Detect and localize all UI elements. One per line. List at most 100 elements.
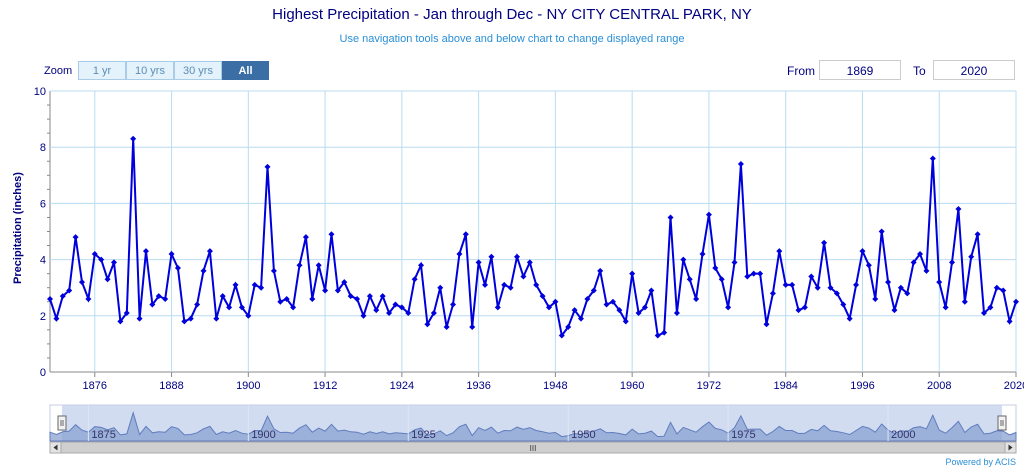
data-point — [258, 284, 265, 291]
powered-by-acis-link[interactable]: Powered by ACIS — [945, 457, 1016, 467]
data-point — [737, 161, 744, 168]
navigator[interactable]: 1875 1900 1925 1950 1975 2000 — [49, 404, 1017, 442]
data-point — [232, 281, 239, 288]
x-tick-label: 1996 — [850, 380, 874, 392]
data-point — [577, 315, 584, 322]
data-point — [853, 281, 860, 288]
x-tick-label: 1948 — [543, 380, 567, 392]
from-input[interactable]: 1869 — [819, 60, 901, 80]
data-point — [366, 293, 373, 300]
data-point — [296, 262, 303, 269]
data-point — [949, 259, 956, 266]
data-point — [110, 259, 117, 266]
y-tick-label: 10 — [34, 86, 46, 98]
to-input[interactable]: 2020 — [933, 60, 1015, 80]
data-point — [437, 284, 444, 291]
data-point — [206, 248, 213, 255]
scrollbar-grip-label: III — [530, 444, 537, 453]
scroll-left-arrow-icon — [53, 444, 58, 451]
data-point — [149, 301, 156, 308]
data-point — [712, 265, 719, 272]
data-point — [699, 250, 706, 257]
zoom-1yr-button[interactable]: 1 yr — [78, 61, 126, 80]
data-point — [885, 279, 892, 286]
data-point — [910, 259, 917, 266]
data-point — [981, 309, 988, 316]
data-point — [424, 321, 431, 328]
data-point — [219, 293, 226, 300]
data-point — [341, 279, 348, 286]
data-point — [641, 304, 648, 311]
data-point — [936, 279, 943, 286]
data-point — [155, 293, 162, 300]
data-point — [379, 293, 386, 300]
data-point — [322, 287, 329, 294]
x-tick-label: 1888 — [159, 380, 183, 392]
zoom-10yrs-button[interactable]: 10 yrs — [126, 61, 174, 80]
x-axis-ticks: 1876 1888 1900 1912 1924 1936 1948 1960 1972 1984… — [83, 372, 1024, 392]
navigator-tick-label: 1875 — [91, 429, 115, 441]
data-point — [686, 276, 693, 283]
data-point — [827, 284, 834, 291]
data-point — [725, 304, 732, 311]
x-tick-label: 2008 — [927, 380, 951, 392]
navigator-tick-label: 1950 — [571, 429, 595, 441]
chart-grid — [49, 90, 1017, 373]
data-point — [405, 309, 412, 316]
data-point — [833, 290, 840, 297]
x-tick-label: 2020 — [1004, 380, 1024, 392]
data-point — [360, 312, 367, 319]
data-point — [776, 248, 783, 255]
x-tick-label: 1972 — [697, 380, 721, 392]
navigator-right-handle[interactable] — [997, 415, 1007, 431]
data-point — [987, 304, 994, 311]
data-point — [187, 315, 194, 322]
zoom-30yrs-button[interactable]: 30 yrs — [174, 61, 222, 80]
data-point — [315, 262, 322, 269]
data-point — [347, 293, 354, 300]
data-point — [929, 155, 936, 162]
data-point — [878, 228, 885, 235]
data-point — [897, 284, 904, 291]
x-tick-label: 1984 — [773, 380, 797, 392]
data-point — [501, 281, 508, 288]
data-point — [558, 332, 565, 339]
chart-title: Highest Precipitation - Jan through Dec … — [272, 6, 752, 23]
navigator-ticks: 1875 1900 1925 1950 1975 2000 — [87, 405, 916, 441]
data-point — [961, 298, 968, 305]
data-point — [66, 287, 73, 294]
data-point — [763, 321, 770, 328]
navigator-scrollbar[interactable]: III — [49, 441, 1017, 454]
data-point — [859, 248, 866, 255]
zoom-all-button[interactable]: All — [222, 61, 269, 80]
data-point — [821, 239, 828, 246]
y-tick-label: 4 — [40, 255, 46, 267]
data-point — [142, 248, 149, 255]
data-point — [430, 309, 437, 316]
data-point — [584, 295, 591, 302]
data-point — [462, 231, 469, 238]
data-point — [373, 307, 380, 314]
data-point — [130, 135, 137, 142]
data-point — [814, 284, 821, 291]
data-point — [661, 329, 668, 336]
data-point — [846, 315, 853, 322]
data-point — [59, 293, 66, 300]
x-tick-label: 1936 — [466, 380, 490, 392]
data-point — [277, 298, 284, 305]
data-point — [226, 304, 233, 311]
y-tick-label: 0 — [40, 367, 46, 379]
data-point — [782, 281, 789, 288]
data-point — [680, 256, 687, 263]
x-tick-label: 1960 — [620, 380, 644, 392]
data-point — [334, 287, 341, 294]
data-point — [85, 295, 92, 302]
data-point — [801, 304, 808, 311]
data-point — [1006, 318, 1013, 325]
data-point — [213, 315, 220, 322]
data-point — [450, 301, 457, 308]
data-point — [264, 163, 271, 170]
navigator-left-handle[interactable] — [57, 415, 67, 431]
data-point — [526, 259, 533, 266]
scroll-right-arrow-icon — [1008, 444, 1013, 451]
